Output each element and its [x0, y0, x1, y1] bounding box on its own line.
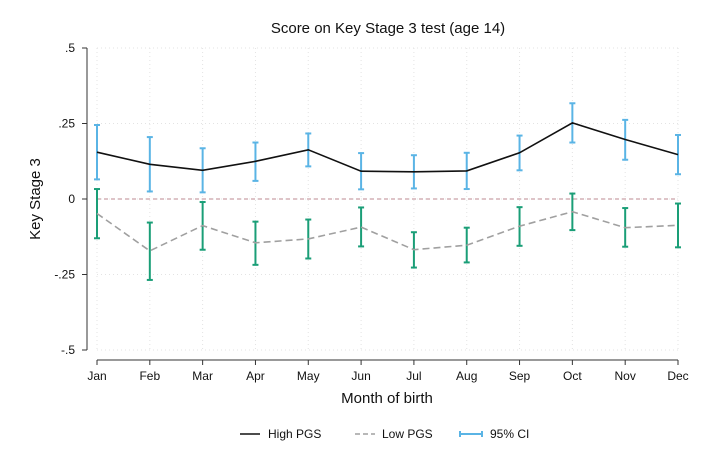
legend: High PGS Low PGS 95% CI — [240, 427, 529, 441]
y-axis-label: Key Stage 3 — [27, 158, 44, 240]
y-tick-label: .5 — [65, 41, 75, 55]
ci-bar — [358, 206, 365, 248]
x-tick-label: Aug — [456, 369, 477, 383]
x-tick-label: Sep — [509, 369, 531, 383]
chart-title: Score on Key Stage 3 test (age 14) — [271, 20, 505, 37]
legend-item: Low PGS — [355, 427, 433, 441]
x-tick-label: Jan — [87, 369, 106, 383]
x-tick-label: Dec — [667, 369, 688, 383]
x-tick-label: Feb — [139, 369, 160, 383]
x-tick-label: Oct — [563, 369, 582, 383]
series-line-high-pgs — [96, 122, 679, 173]
x-tick-label: Jul — [406, 369, 421, 383]
x-tick-label: Mar — [192, 369, 213, 383]
ci-bar — [675, 202, 681, 249]
y-tick-label: -.25 — [54, 268, 75, 282]
ci-bar — [675, 133, 681, 176]
legend-item: High PGS — [240, 427, 321, 441]
x-tick-label: Apr — [246, 369, 265, 383]
ci-bar — [94, 124, 100, 181]
series-line-low-pgs — [96, 210, 679, 252]
x-tick-label: Nov — [615, 369, 636, 383]
legend-label: 95% CI — [490, 427, 529, 441]
series-lines — [96, 122, 679, 252]
ci-bar — [146, 221, 153, 281]
x-tick-label: May — [297, 369, 320, 383]
y-tick-label: -.5 — [61, 343, 75, 357]
y-tick-label: 0 — [68, 192, 75, 206]
legend-label: Low PGS — [382, 427, 433, 441]
x-tick-label: Jun — [351, 369, 370, 383]
legend-label: High PGS — [268, 427, 321, 441]
legend-item: 95% CI — [459, 427, 529, 441]
x-axis-label: Month of birth — [341, 390, 433, 407]
axes: .5 .25 0 -.25 -.5 Jan Feb Mar Apr May Jun Jul Aug Sep… — [54, 41, 688, 383]
y-tick-label: .25 — [58, 117, 75, 131]
